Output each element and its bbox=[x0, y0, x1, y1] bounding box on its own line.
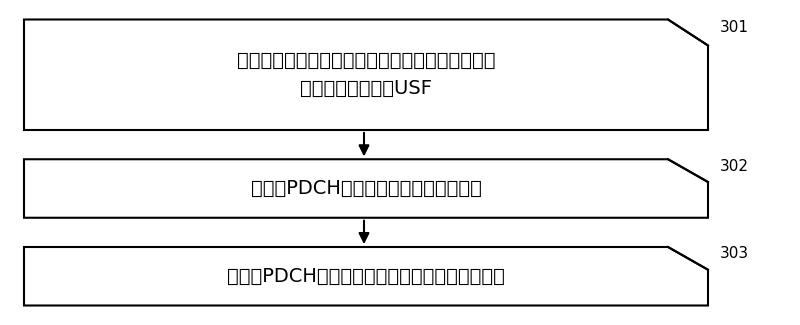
Polygon shape bbox=[24, 247, 708, 306]
Text: 303: 303 bbox=[720, 246, 749, 261]
Text: 301: 301 bbox=[720, 20, 749, 35]
Polygon shape bbox=[24, 159, 708, 218]
Text: 在下行PDCH上向各终端发送下行无线块: 在下行PDCH上向各终端发送下行无线块 bbox=[250, 179, 482, 198]
Text: 向各终端发送对应的下行无线块的时间特征，以及
分配给各个终端的USF: 向各终端发送对应的下行无线块的时间特征，以及 分配给各个终端的USF bbox=[237, 51, 495, 98]
Text: 在上行PDCH上接收各终端发送的上行数据或信令: 在上行PDCH上接收各终端发送的上行数据或信令 bbox=[227, 267, 505, 286]
Polygon shape bbox=[24, 20, 708, 130]
Text: 302: 302 bbox=[720, 159, 749, 174]
